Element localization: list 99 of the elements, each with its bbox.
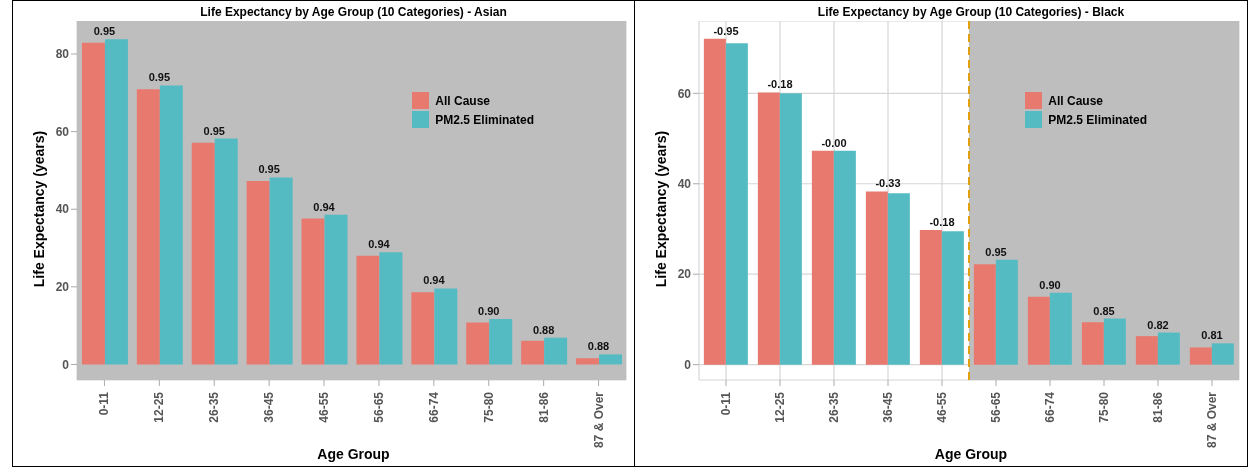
annotation: 0.85	[1093, 304, 1115, 317]
x-tick-label: 66-74	[426, 391, 441, 423]
annotation: -0.00	[821, 136, 847, 149]
annotation: 0.95	[203, 124, 225, 137]
bar	[301, 218, 325, 365]
bar	[191, 142, 215, 365]
annotation: 0.82	[1147, 318, 1169, 331]
y-axis-title: Life Expectancy (years)	[653, 130, 669, 288]
bar	[466, 322, 490, 365]
x-tick-label: 36-45	[881, 391, 895, 423]
x-tick-label: 36-45	[262, 391, 277, 423]
annotation: -0.33	[875, 177, 901, 190]
bar	[757, 92, 780, 365]
x-tick-label: 26-35	[827, 391, 841, 423]
annotation: 0.88	[532, 323, 555, 336]
bar	[269, 177, 293, 365]
bar	[865, 191, 888, 365]
legend-label: All Cause	[435, 93, 490, 108]
bar	[81, 42, 105, 365]
bar	[159, 85, 183, 365]
bar	[1135, 336, 1158, 365]
x-tick-label: 66-74	[1043, 391, 1057, 423]
bar	[703, 38, 726, 365]
bar	[973, 264, 996, 365]
x-tick-label: 0-11	[97, 391, 112, 416]
annotation: 0.94	[423, 274, 446, 287]
annotation: 0.95	[93, 25, 116, 38]
bar	[521, 340, 545, 365]
annotation: 0.95	[985, 245, 1007, 258]
legend-label: PM2.5 Eliminated	[435, 112, 534, 127]
x-tick-label: 26-35	[207, 391, 222, 423]
annotation: 0.95	[258, 163, 280, 176]
y-tick-label: 20	[55, 280, 70, 295]
x-tick-label: 75-80	[481, 391, 496, 423]
annotation: 0.94	[313, 200, 336, 213]
annotation: 0.94	[368, 238, 391, 251]
y-axis-title: Life Expectancy (years)	[31, 130, 47, 288]
bar	[379, 252, 403, 365]
x-tick-label: 0-11	[719, 391, 733, 416]
annotation: -0.18	[929, 215, 955, 228]
y-tick-label: 60	[677, 86, 692, 101]
bar	[324, 214, 348, 365]
legend-label: PM2.5 Eliminated	[1048, 112, 1147, 127]
bar	[1211, 343, 1234, 365]
bar	[411, 292, 435, 365]
x-tick-label: 75-80	[1097, 391, 1111, 423]
y-tick-label: 0	[684, 357, 692, 372]
bar	[1081, 322, 1104, 365]
x-tick-label: 56-65	[989, 391, 1003, 423]
x-tick-label: 46-55	[935, 391, 949, 423]
bar	[1157, 332, 1180, 365]
bar	[489, 319, 513, 365]
y-tick-label: 60	[55, 124, 70, 139]
bar	[779, 93, 802, 365]
chart-title: Life Expectancy by Age Group (10 Categories) - Black	[816, 5, 1126, 19]
bar	[136, 89, 160, 365]
annotation: 0.90	[1039, 278, 1061, 291]
x-tick-label: 81-86	[536, 391, 551, 423]
bar	[1189, 347, 1212, 365]
bar	[919, 229, 942, 365]
y-tick-label: 0	[62, 357, 70, 372]
bar	[214, 138, 238, 365]
annotation: 0.95	[148, 71, 171, 84]
y-tick-label: 80	[55, 47, 70, 62]
bar	[576, 358, 600, 365]
bar	[599, 354, 623, 365]
bar	[887, 193, 910, 365]
x-tick-label: 46-55	[317, 391, 332, 423]
bar	[725, 43, 748, 365]
legend-label: All Cause	[1048, 93, 1103, 108]
bar	[811, 150, 834, 365]
bar	[246, 180, 270, 365]
annotation: -0.18	[767, 78, 793, 91]
x-tick-label: 12-25	[773, 391, 787, 423]
bar	[1103, 318, 1126, 365]
annotation: -0.95	[713, 24, 739, 37]
y-tick-label: 40	[677, 177, 692, 192]
bar	[941, 231, 964, 365]
chart-title: Life Expectancy by Age Group (10 Categories) - Asian	[199, 5, 508, 19]
x-axis-title: Age Group	[934, 446, 1008, 462]
y-tick-label: 20	[677, 267, 692, 282]
x-axis-title: Age Group	[317, 446, 390, 462]
x-tick-label: 56-65	[371, 391, 386, 423]
x-tick-label: 12-25	[152, 391, 167, 423]
y-tick-label: 40	[55, 202, 70, 217]
bar	[434, 288, 458, 365]
bar	[544, 337, 568, 365]
bar	[1027, 296, 1050, 365]
bar	[104, 39, 128, 365]
annotation: 0.88	[587, 340, 610, 353]
bar	[1049, 292, 1072, 365]
annotation: 0.90	[478, 305, 500, 318]
bar	[995, 259, 1018, 365]
annotation: 0.81	[1201, 329, 1223, 342]
x-tick-label: 87 & Over	[1205, 391, 1219, 449]
bar	[833, 150, 856, 365]
bar	[356, 255, 380, 365]
x-tick-label: 81-86	[1151, 391, 1165, 423]
x-tick-label: 87 & Over	[591, 391, 606, 449]
